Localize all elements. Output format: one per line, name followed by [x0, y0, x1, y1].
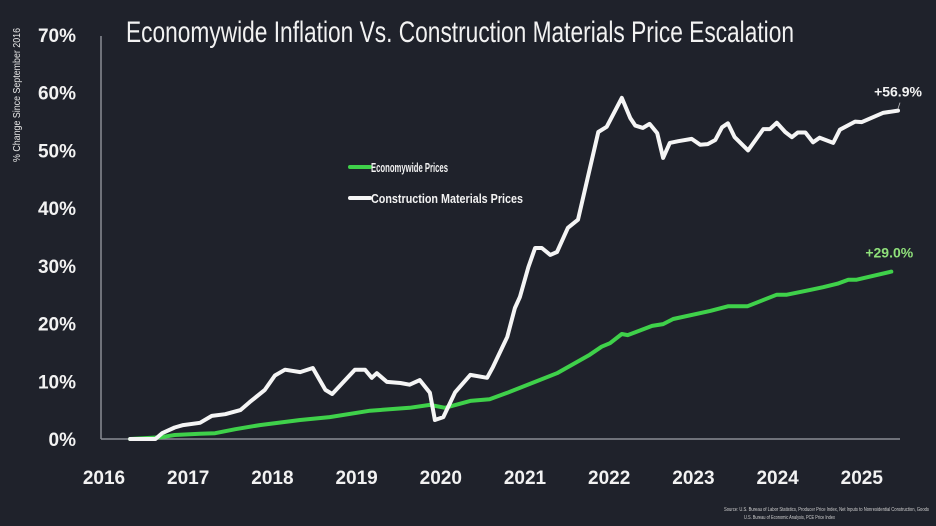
series-line-construction [128, 95, 900, 441]
series-line-economywide [128, 269, 894, 441]
x-tick-label: 2021 [504, 468, 547, 489]
source-line-1: Source: U.S. Bureau of Labor Statistics,… [724, 507, 929, 513]
legend-label-construction: Construction Materials Prices [371, 191, 523, 206]
x-tick-label: 2023 [672, 468, 714, 489]
y-tick-label: 60% [38, 84, 76, 105]
x-tick-label: 2017 [167, 468, 209, 489]
y-tick-label: 10% [38, 372, 76, 393]
y-axis-label: % Change Since September 2016 [12, 28, 23, 162]
legend: Economywide Prices Construction Material… [348, 160, 523, 206]
end-value-label: +56.9% [874, 84, 922, 100]
y-tick-label: 20% [38, 315, 76, 336]
end-value-label: +29.0% [865, 245, 913, 261]
legend-label-economywide: Economywide Prices [371, 160, 448, 175]
x-tick-label: 2020 [420, 468, 462, 489]
chart-title: Economywide Inflation Vs. Construction M… [126, 16, 794, 49]
y-tick-label: 70% [38, 26, 76, 47]
x-tick-label: 2022 [588, 468, 630, 489]
x-tick-label: 2024 [756, 468, 799, 489]
x-tick-label: 2016 [83, 468, 125, 489]
end-label-leader [897, 102, 901, 109]
y-tick-label: 30% [38, 257, 76, 278]
x-tick-label: 2025 [841, 468, 884, 489]
source-line-2: U.S. Bureau of Economic Analysis, PCE Pr… [744, 515, 835, 521]
y-tick-label: 50% [38, 141, 76, 162]
x-tick-label: 2018 [251, 468, 293, 489]
y-tick-label: 0% [49, 430, 77, 451]
y-tick-label: 40% [38, 199, 76, 220]
x-tick-label: 2019 [335, 468, 377, 489]
